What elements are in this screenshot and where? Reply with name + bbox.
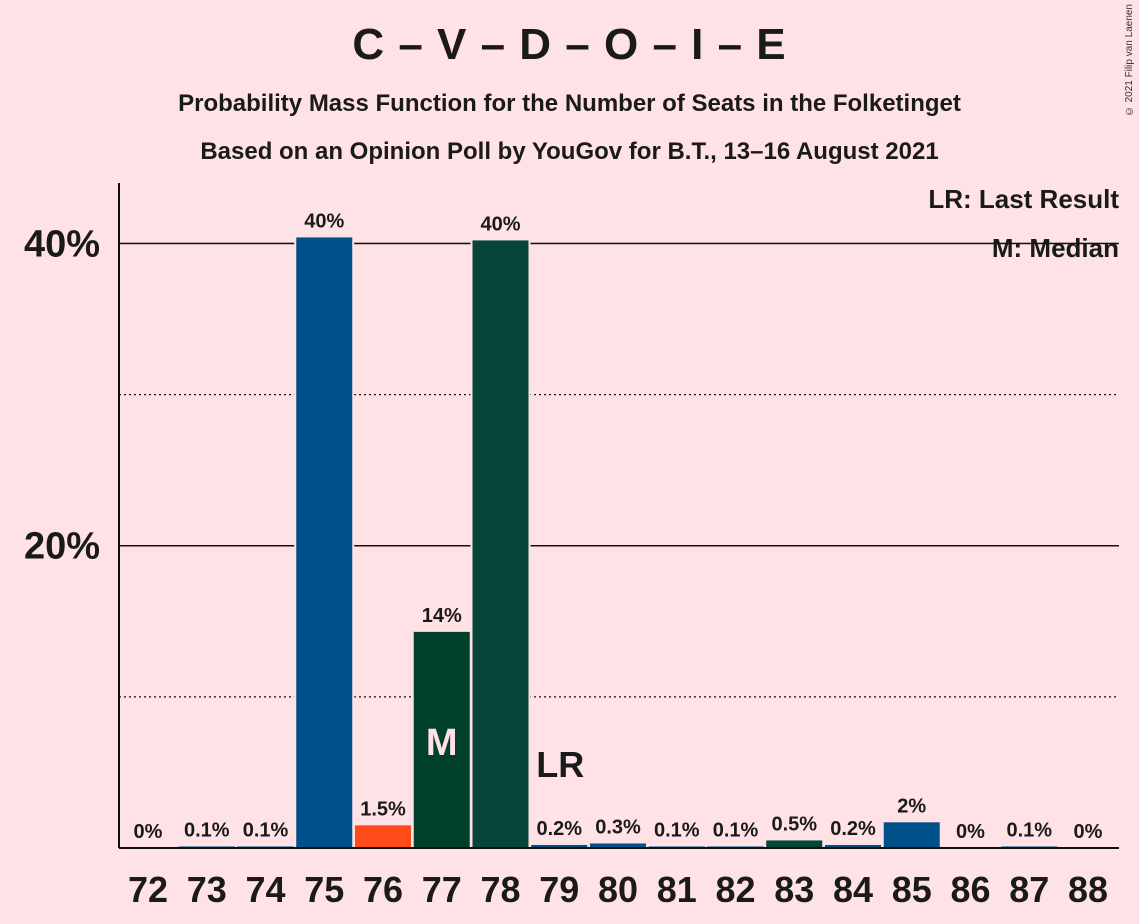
data-label: 0.1% (243, 819, 289, 841)
bar-84 (825, 844, 881, 848)
x-tick-label: 81 (657, 869, 697, 910)
x-tick-label: 85 (892, 869, 932, 910)
data-label: 2% (897, 795, 926, 817)
median-marker: M (426, 722, 458, 764)
x-tick-label: 83 (774, 869, 814, 910)
x-tick-label: 79 (539, 869, 579, 910)
bar-85 (883, 822, 940, 848)
bar-79 (531, 844, 588, 848)
x-tick-label: 73 (187, 869, 227, 910)
data-label: 0.3% (595, 816, 641, 838)
bar-halo (999, 844, 1060, 848)
bar-80 (590, 843, 646, 848)
x-tick-label: 74 (245, 869, 285, 910)
bar-78 (472, 240, 529, 848)
bar-halo (235, 844, 296, 848)
bar-77 (413, 631, 470, 848)
x-tick-label: 77 (422, 869, 462, 910)
data-label: 40% (480, 213, 520, 235)
bar-halo (176, 844, 237, 848)
data-label: 1.5% (360, 798, 406, 820)
x-tick-label: 86 (950, 869, 990, 910)
y-tick-label: 40% (24, 223, 100, 265)
x-tick-label: 76 (363, 869, 403, 910)
y-tick-label: 20% (24, 526, 100, 568)
data-label: 40% (304, 210, 344, 232)
bar-halo (705, 844, 766, 848)
bar-83 (766, 840, 823, 848)
x-tick-label: 75 (304, 869, 344, 910)
chart-subtitle-source: Based on an Opinion Poll by YouGov for B… (200, 138, 939, 165)
legend-last-result: LR: Last Result (928, 184, 1119, 214)
bar-76 (355, 825, 411, 848)
x-tick-label: 87 (1009, 869, 1049, 910)
x-tick-label: 88 (1068, 869, 1108, 910)
chart-title: C – V – D – O – I – E (352, 20, 787, 69)
x-tick-label: 72 (128, 869, 168, 910)
data-label: 0.1% (1006, 819, 1052, 841)
bar-halo (646, 844, 707, 848)
data-label: 0.2% (830, 818, 876, 840)
x-tick-label: 78 (480, 869, 520, 910)
chart-subtitle: Probability Mass Function for the Number… (178, 90, 961, 117)
last-result-marker: LR (536, 744, 584, 785)
bar-75 (296, 237, 353, 849)
data-label: 0.1% (654, 819, 700, 841)
data-label: 0.5% (771, 813, 817, 835)
data-label: 0% (956, 821, 985, 843)
data-label: 0% (1074, 821, 1103, 843)
legend-median: M: Median (991, 233, 1119, 263)
x-tick-label: 82 (715, 869, 755, 910)
data-label: 0.2% (536, 818, 582, 840)
data-label: 0.1% (184, 819, 230, 841)
x-tick-label: 84 (833, 869, 873, 910)
x-tick-label: 80 (598, 869, 638, 910)
data-label: 0% (134, 821, 163, 843)
data-label: 14% (422, 605, 462, 627)
data-label: 0.1% (713, 819, 759, 841)
